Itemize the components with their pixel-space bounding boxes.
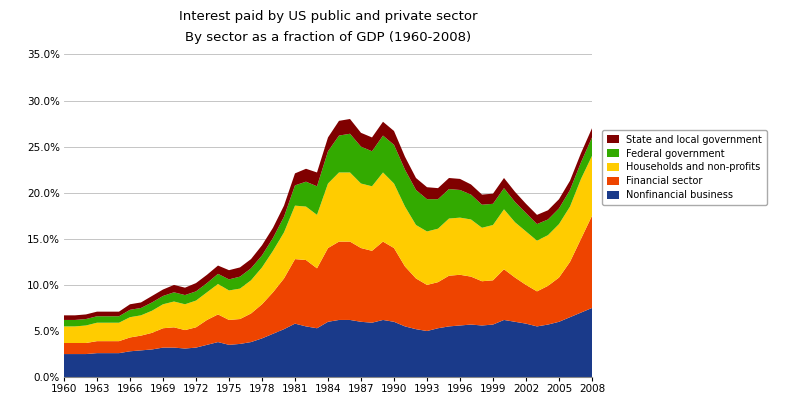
Title: Interest paid by US public and private sector
By sector as a fraction of GDP (19: Interest paid by US public and private s… <box>178 10 478 44</box>
Legend: State and local government, Federal government, Households and non-profits, Fina: State and local government, Federal gove… <box>602 130 767 205</box>
